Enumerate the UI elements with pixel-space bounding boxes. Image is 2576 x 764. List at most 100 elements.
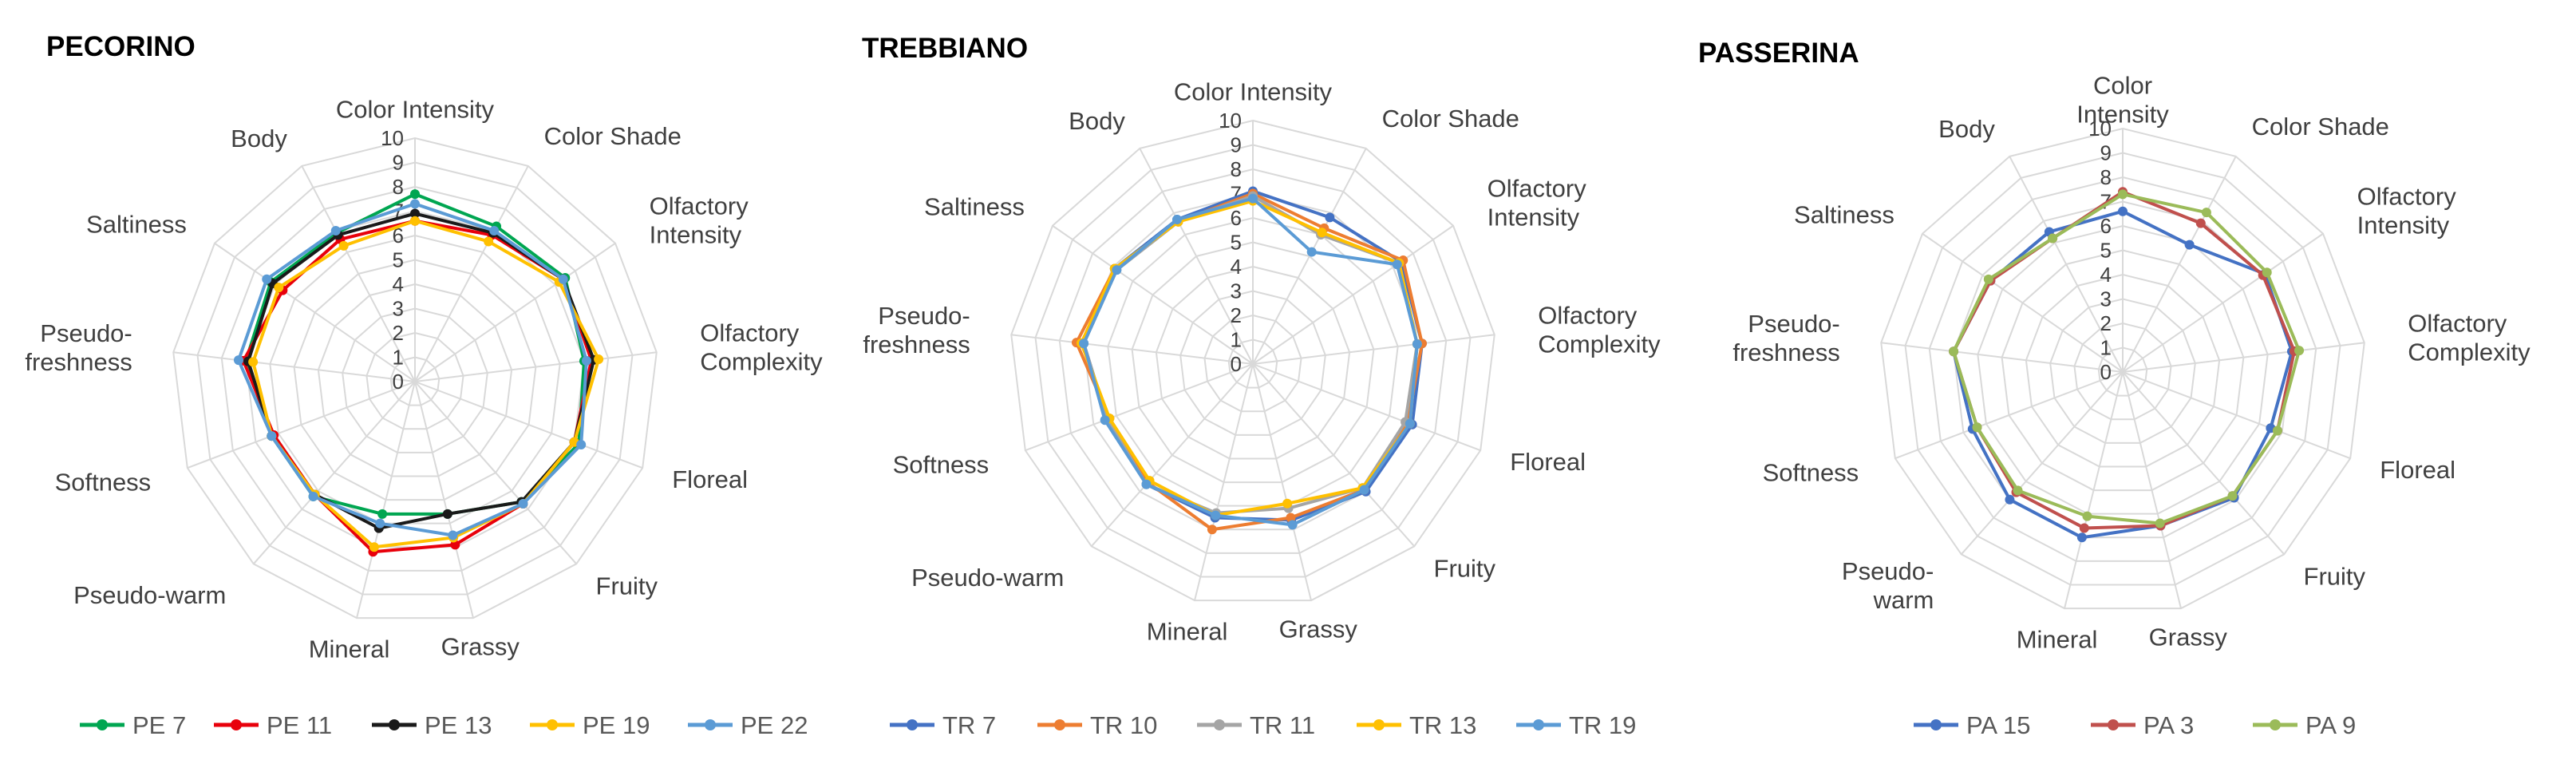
data-point bbox=[2227, 491, 2238, 501]
data-point bbox=[2076, 532, 2087, 543]
data-point bbox=[484, 236, 494, 247]
axis-label: Color Shade bbox=[1382, 105, 1519, 133]
tick-label: 9 bbox=[2100, 141, 2112, 165]
axis-label-line: Mineral bbox=[2017, 626, 2098, 654]
axis-label-line: Color Shade bbox=[1382, 105, 1519, 133]
legend-label: PE 22 bbox=[741, 711, 808, 739]
axis-label: Floreal bbox=[672, 465, 748, 493]
legend-label: TR 7 bbox=[942, 711, 996, 739]
spoke bbox=[2122, 232, 2324, 373]
axis-label: Color Intensity bbox=[1174, 77, 1333, 105]
data-point bbox=[1207, 525, 1217, 535]
legend-swatch-marker bbox=[2270, 719, 2281, 730]
gridline bbox=[196, 161, 634, 596]
axis-label-line: Softness bbox=[1763, 458, 1859, 486]
data-point bbox=[410, 199, 420, 209]
axis-label: Saltiness bbox=[924, 192, 1025, 220]
axis-label: Mineral bbox=[2017, 626, 2098, 654]
axis-label-line: Saltiness bbox=[1794, 200, 1894, 228]
axis-label: Olfactory Complexity bbox=[700, 319, 823, 376]
data-point bbox=[248, 357, 259, 367]
tick-label: 3 bbox=[1231, 279, 1242, 303]
tick-label: 3 bbox=[393, 297, 404, 321]
gridline bbox=[1034, 144, 1472, 578]
data-point bbox=[377, 509, 388, 519]
legend-label: TR 19 bbox=[1569, 711, 1636, 739]
axis-label-line: freshness bbox=[1732, 338, 1839, 366]
spoke bbox=[2009, 156, 2124, 373]
series-line bbox=[1952, 190, 2296, 530]
data-point bbox=[1141, 479, 1152, 489]
gridline bbox=[2097, 346, 2148, 397]
gridline bbox=[1977, 224, 2269, 515]
legend-swatch-marker bbox=[97, 719, 108, 730]
gridline bbox=[172, 137, 658, 620]
data-point bbox=[1306, 247, 1317, 257]
axis-label: Fruity bbox=[596, 572, 658, 600]
axis-label: Olfactory Intensity bbox=[2357, 182, 2457, 239]
data-point bbox=[594, 354, 604, 365]
axis-label: Pseudo-freshness bbox=[25, 319, 132, 376]
axis-label-line: Body bbox=[231, 125, 287, 152]
axis-label-line: Fruity bbox=[1434, 555, 1496, 583]
data-point bbox=[1248, 193, 1258, 204]
axis-label-line: Complexity bbox=[700, 348, 823, 376]
axis-label: Olfactory Complexity bbox=[1538, 302, 1661, 358]
data-point bbox=[1972, 422, 1982, 433]
data-point bbox=[1325, 212, 1335, 223]
spoke bbox=[1252, 363, 1416, 547]
axis-label: Olfactory Intensity bbox=[1488, 174, 1587, 231]
spoke bbox=[2122, 371, 2286, 555]
gridline bbox=[1880, 127, 2365, 610]
tick-label: 9 bbox=[393, 151, 404, 175]
chart-title: PASSERINA bbox=[1698, 38, 1859, 69]
data-point bbox=[1287, 520, 1298, 530]
tick-label: 8 bbox=[2100, 165, 2112, 189]
gridline bbox=[269, 234, 561, 525]
gridline bbox=[1155, 265, 1351, 460]
legend-swatch-marker bbox=[1214, 719, 1225, 730]
axis-label: Pseudo-warm bbox=[911, 564, 1064, 592]
legend-swatch-marker bbox=[907, 719, 918, 730]
axis-label-line: Intensity bbox=[2076, 100, 2169, 128]
axis-label-line: Color bbox=[2093, 71, 2152, 99]
tick-label: 0 bbox=[393, 370, 404, 394]
data-point bbox=[308, 491, 318, 501]
axis-label-line: Olfactory bbox=[2357, 182, 2457, 210]
axis-label-line: Intensity bbox=[650, 220, 742, 248]
spoke bbox=[1252, 148, 1367, 365]
spoke bbox=[1139, 148, 1254, 365]
spoke bbox=[1252, 334, 1495, 365]
legend-label: PE 19 bbox=[583, 711, 650, 739]
gridline bbox=[293, 259, 537, 501]
data-point bbox=[1079, 338, 1089, 349]
axis-label-line: Floreal bbox=[672, 465, 748, 493]
axis-label-line: Fruity bbox=[2304, 563, 2366, 591]
data-point bbox=[448, 530, 458, 540]
axis-label-line: Mineral bbox=[1147, 618, 1228, 646]
spoke bbox=[2122, 156, 2237, 373]
axis-label: Softness bbox=[55, 468, 152, 496]
spoke bbox=[173, 351, 416, 382]
axis-label-line: Intensity bbox=[1488, 203, 1580, 231]
axis-label: Floreal bbox=[2380, 456, 2455, 484]
gridline bbox=[1928, 176, 2317, 562]
axis-label: Body bbox=[231, 125, 287, 152]
tick-label: 1 bbox=[1231, 328, 1242, 352]
spoke bbox=[414, 381, 643, 469]
axis-label: Softness bbox=[1763, 458, 1859, 486]
tick-label: 3 bbox=[2100, 287, 2112, 311]
gridline bbox=[1058, 168, 1448, 554]
tick-label: 4 bbox=[2100, 263, 2112, 287]
spoke bbox=[1922, 232, 2124, 373]
gridline bbox=[1227, 338, 1278, 389]
chart-title: TREBBIANO bbox=[862, 33, 1028, 64]
axis-label-line: Color Intensity bbox=[336, 95, 495, 123]
data-point bbox=[1392, 259, 1402, 270]
axis-label-line: Softness bbox=[55, 468, 152, 496]
tick-label: 9 bbox=[1231, 133, 1242, 157]
gridline bbox=[342, 307, 488, 453]
axis-label-line: warm bbox=[1873, 586, 1934, 614]
